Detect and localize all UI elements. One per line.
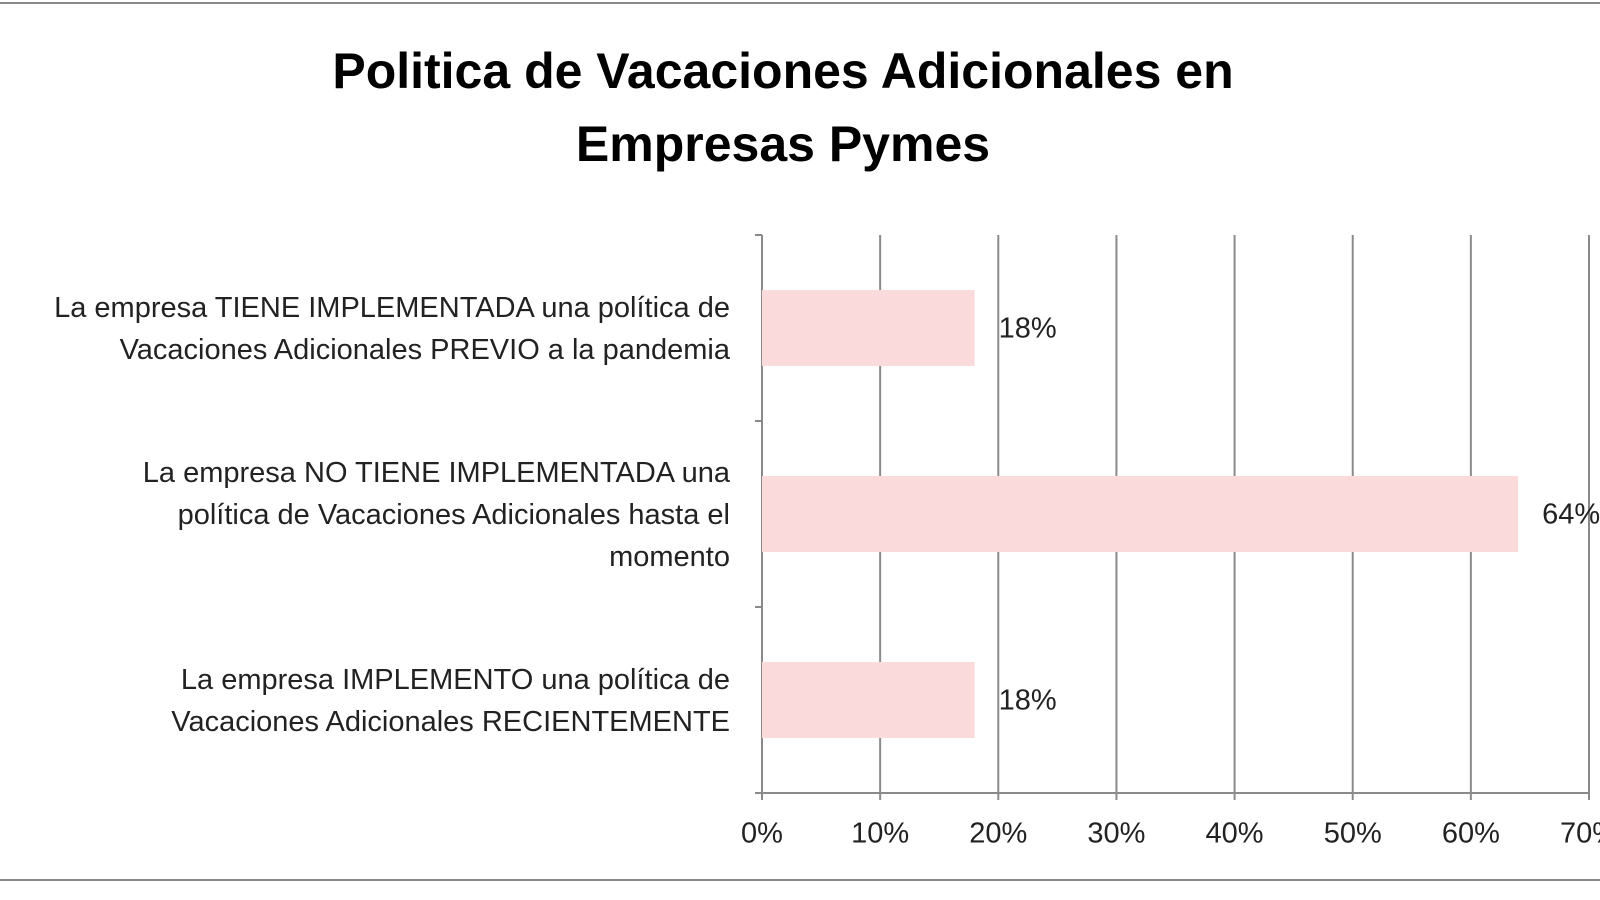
bar <box>762 476 1519 552</box>
x-tick-label: 60% <box>1442 818 1500 850</box>
x-tick-label: 40% <box>1206 818 1264 850</box>
bar <box>762 662 975 738</box>
bar <box>762 290 975 366</box>
x-tick-label: 50% <box>1324 818 1382 850</box>
value-label: 18% <box>999 685 1057 717</box>
x-tick-label: 30% <box>1087 818 1145 850</box>
y-tick-label: La empresa IMPLEMENTO una política de Vac… <box>171 664 730 738</box>
x-tick-label: 20% <box>969 818 1027 850</box>
chart-title: Politica de Vacaciones Adicionales en Emp… <box>332 43 1233 172</box>
value-label: 64% <box>1542 499 1600 531</box>
y-tick-label: La empresa NO TIENE IMPLEMENTADA una polí… <box>143 457 731 573</box>
x-tick-label: 0% <box>741 818 783 850</box>
x-tick-label: 70% <box>1560 818 1600 850</box>
y-tick-label: La empresa TIENE IMPLEMENTADA una políti… <box>54 292 731 366</box>
value-label: 18% <box>999 313 1057 345</box>
x-tick-label: 10% <box>851 818 909 850</box>
